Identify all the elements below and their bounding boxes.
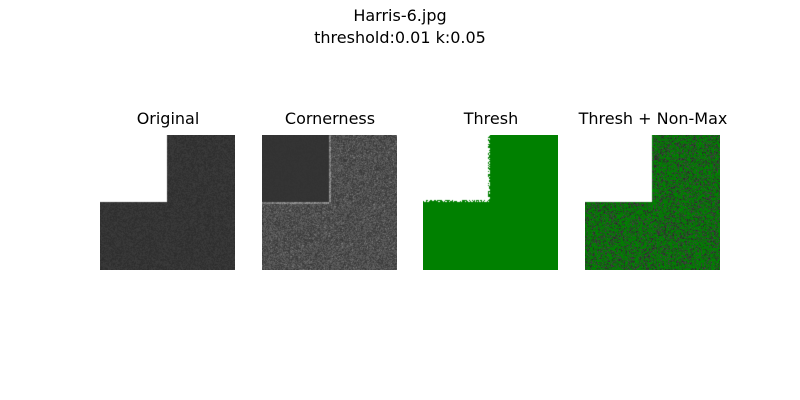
panel-title-original: Original bbox=[136, 109, 200, 128]
panel-title-thresh: Thresh bbox=[463, 109, 519, 128]
figure-subtitle: threshold:0.01 k:0.05 bbox=[314, 28, 486, 47]
thresh-nonmax-image bbox=[585, 135, 720, 270]
cornerness-image bbox=[262, 135, 397, 270]
panel-original: Original bbox=[88, 108, 248, 270]
panel-thresh-nonmax: Thresh + Non-Max bbox=[573, 108, 733, 270]
original-image bbox=[100, 135, 235, 270]
panel-title-cornerness: Cornerness bbox=[284, 109, 376, 128]
panel-cornerness: Cornerness bbox=[250, 108, 410, 270]
panel-title-thresh-nonmax: Thresh + Non-Max bbox=[578, 109, 728, 128]
figure-title: Harris-6.jpg bbox=[353, 6, 447, 25]
panel-thresh: Thresh bbox=[411, 108, 571, 270]
thresh-image bbox=[423, 135, 558, 270]
